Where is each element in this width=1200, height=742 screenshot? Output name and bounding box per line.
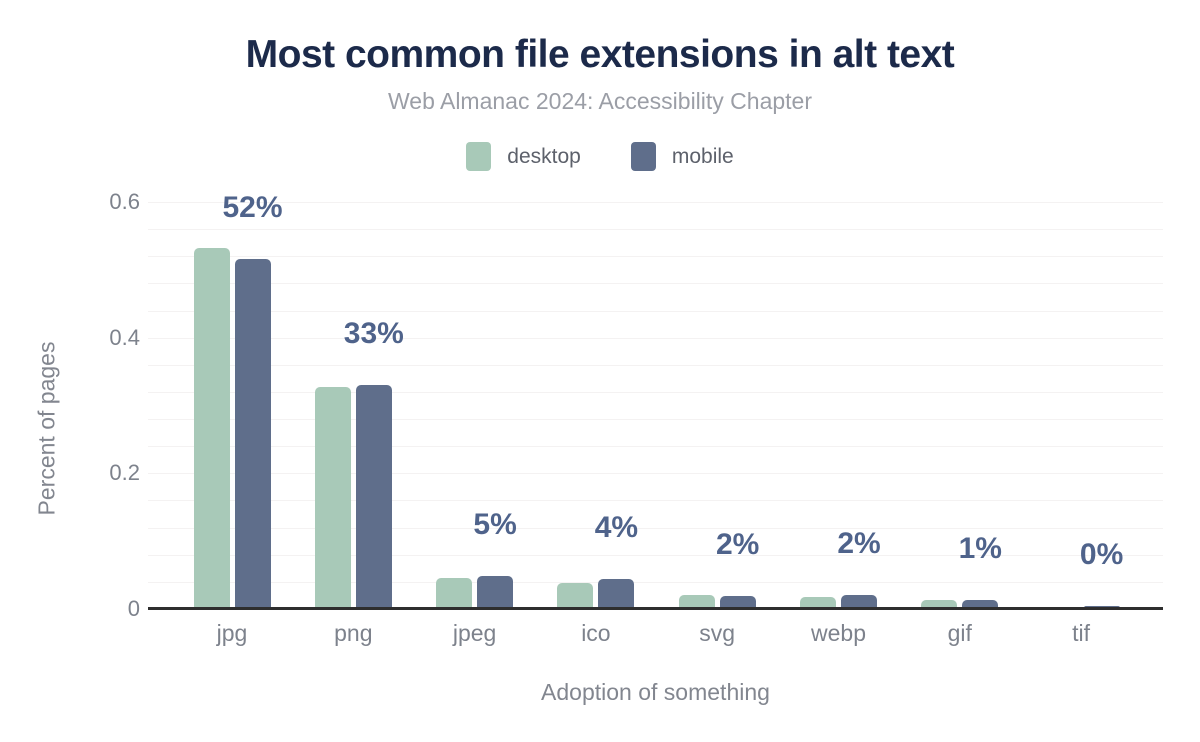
gridline (148, 229, 1163, 231)
x-axis-line (148, 607, 1163, 610)
bar-value-label-ico: 4% (594, 511, 639, 545)
legend-swatch-mobile-icon (630, 142, 656, 171)
gridline (148, 364, 1163, 366)
bar-mobile-jpeg (477, 575, 514, 609)
x-tick-label-webp: webp (811, 620, 866, 646)
gridline (148, 446, 1163, 448)
bar-desktop-svg (678, 595, 715, 609)
gridline (148, 310, 1163, 312)
legend-label-desktop: desktop (507, 144, 581, 168)
bar-value-label-png: 33% (343, 317, 404, 351)
y-axis-title: Percent of pages (33, 341, 60, 515)
bar-mobile-png (355, 385, 392, 609)
bar-desktop-jpg (193, 248, 230, 609)
bar-value-label-jpeg: 5% (473, 507, 517, 541)
y-tick-label: 0.2 (109, 460, 140, 486)
chart-title: Most common file extensions in alt text (245, 33, 955, 76)
bar-value-label-svg: 2% (716, 528, 760, 562)
x-tick-label-gif: gif (947, 620, 972, 646)
bar-value-label-jpg: 52% (222, 190, 283, 224)
x-tick-label-svg: svg (699, 620, 736, 646)
legend-label-mobile: mobile (671, 144, 734, 168)
bar-mobile-svg (719, 596, 756, 609)
gridline (148, 473, 1163, 475)
y-tick-label: 0.4 (109, 324, 140, 350)
bar-value-label-webp: 2% (837, 526, 881, 560)
bar-mobile-jpg (234, 258, 271, 609)
x-tick-label-jpeg: jpeg (452, 620, 497, 646)
bar-desktop-ico (557, 583, 594, 609)
gridline (148, 581, 1163, 583)
legend-item-desktop[interactable]: desktop (466, 142, 581, 171)
x-tick-label-tif: tif (1072, 620, 1091, 646)
gridline (148, 202, 1163, 203)
bar-desktop-webp (800, 597, 836, 609)
gridline (148, 419, 1163, 421)
x-tick-label-ico: ico (581, 620, 611, 646)
bar-mobile-gif (962, 599, 999, 609)
x-tick-label-png: png (334, 620, 373, 646)
gridline (148, 527, 1163, 529)
bar-value-label-tif: 0% (1079, 537, 1124, 571)
bar-value-label-gif: 1% (958, 531, 1002, 565)
y-tick-label: 0.6 (109, 189, 140, 214)
legend-swatch-desktop-icon (466, 142, 492, 171)
gridline (148, 283, 1163, 285)
legend-item-mobile[interactable]: mobile (630, 142, 734, 171)
bar-desktop-jpeg (436, 577, 473, 609)
x-tick-label-jpg: jpg (216, 620, 248, 646)
x-axis-title: Adoption of something (541, 679, 770, 705)
gridline (148, 500, 1163, 502)
legend: desktop mobile (0, 142, 1200, 171)
gridline (148, 391, 1163, 393)
bar-desktop-gif (921, 599, 958, 609)
gridline (148, 256, 1163, 258)
gridline (148, 337, 1163, 339)
y-tick-label: 0 (127, 596, 140, 621)
bar-mobile-webp (841, 594, 877, 609)
bar-desktop-png (314, 387, 351, 609)
chart-subtitle: Web Almanac 2024: Accessibility Chapter (387, 88, 813, 114)
bar-mobile-ico (598, 579, 635, 609)
gridline (148, 554, 1163, 556)
